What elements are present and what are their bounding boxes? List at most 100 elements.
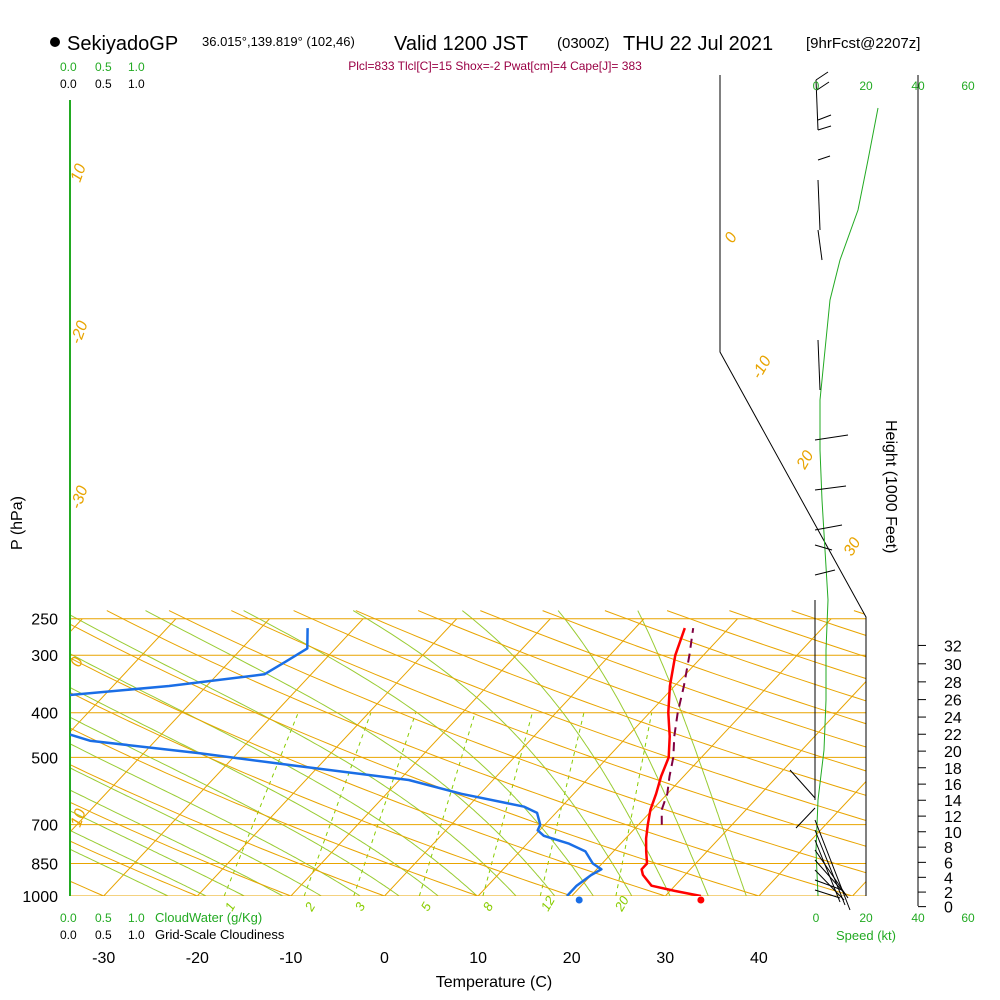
height-tick-label: 10 bbox=[944, 825, 962, 842]
height-tick-label: 18 bbox=[944, 761, 962, 778]
y-axis-title: P (hPa) bbox=[9, 496, 26, 550]
mixing-ratio-line bbox=[353, 712, 417, 896]
dewpoint-profile-line bbox=[70, 628, 603, 896]
station-dot-icon bbox=[50, 37, 60, 47]
pressure-tick-label: 700 bbox=[31, 818, 58, 835]
height-tick-label: 0 bbox=[944, 900, 953, 917]
moist-adiabat bbox=[70, 610, 301, 896]
cloudiness-tick-top: 0.5 bbox=[95, 77, 112, 91]
pressure-axis: 250 300 400 500 700 850 1000 P (hPa) bbox=[9, 496, 58, 906]
valid-time: Valid 1200 JST bbox=[394, 33, 528, 55]
mixing-ratio-line bbox=[303, 712, 372, 896]
cloudiness-tick-bottom: 0.5 bbox=[95, 928, 112, 942]
cloudwater-tick-top: 0.0 bbox=[60, 60, 77, 74]
x-tick-label: 20 bbox=[563, 950, 581, 967]
dry-adiabat-label: -10 bbox=[749, 353, 775, 382]
sounding-profiles bbox=[70, 627, 702, 896]
height-tick-label: 6 bbox=[944, 855, 953, 872]
height-tick-label: 16 bbox=[944, 777, 962, 794]
dry-adiabat bbox=[417, 610, 866, 896]
cloudiness-label: Grid-Scale Cloudiness bbox=[155, 927, 285, 942]
mixing-ratio-label: 2 bbox=[301, 899, 318, 914]
wind-speed-line bbox=[815, 107, 879, 897]
moist-adiabat bbox=[461, 610, 676, 896]
dry-adiabat bbox=[70, 610, 222, 896]
dry-adiabat-label: 0 bbox=[722, 230, 741, 246]
station-coords: 36.015°,139.819° (102,46) bbox=[202, 34, 355, 49]
moist-adiabat bbox=[70, 610, 451, 896]
moist-adiabats bbox=[70, 610, 751, 896]
moist-adiabat bbox=[70, 610, 189, 896]
dry-adiabat bbox=[70, 610, 792, 896]
cloudwater-tick-bottom: 1.0 bbox=[128, 911, 145, 925]
dry-adiabat bbox=[355, 610, 866, 896]
mixing-ratio-line bbox=[223, 712, 299, 896]
dry-adiabat bbox=[70, 610, 507, 896]
moist-adiabat bbox=[70, 610, 339, 896]
dry-adiabat bbox=[480, 610, 866, 896]
cloudwater-tick-top: 0.5 bbox=[95, 60, 112, 74]
dry-adiabat bbox=[0, 611, 32, 906]
dry-adiabat bbox=[70, 610, 697, 896]
isobars bbox=[70, 618, 866, 896]
dry-adiabat bbox=[106, 610, 866, 896]
dry-adiabat bbox=[542, 610, 866, 896]
mixing-ratio-label: 3 bbox=[352, 899, 369, 913]
dry-adiabat-label: 30 bbox=[841, 535, 865, 559]
surface-markers bbox=[575, 896, 705, 904]
moist-adiabat bbox=[70, 610, 526, 896]
dry-adiabat bbox=[604, 610, 866, 896]
cloudiness-tick-bottom: 0.0 bbox=[60, 928, 77, 942]
dry-adiabat bbox=[168, 610, 866, 896]
x-axis-title: Temperature (C) bbox=[436, 974, 552, 991]
station-name: SekiyadoGP bbox=[67, 33, 178, 55]
dry-adiabat-label: 10 bbox=[68, 807, 90, 830]
speed-tick-top: 40 bbox=[911, 79, 925, 93]
x-axis: -30 -20 -10 0 10 20 30 40 Temperature (C) bbox=[92, 950, 768, 991]
mixing-ratio-lines bbox=[223, 712, 653, 896]
mixing-ratio-label: 8 bbox=[480, 899, 497, 913]
speed-tick-bottom: 0 bbox=[813, 911, 820, 925]
speed-tick-bottom: 20 bbox=[859, 911, 873, 925]
moist-adiabat bbox=[637, 610, 751, 896]
moist-adiabat bbox=[352, 610, 638, 896]
dry-adiabats bbox=[0, 610, 866, 906]
cloudiness-tick-bottom: 1.0 bbox=[128, 928, 145, 942]
cloudwater-tick-top: 1.0 bbox=[128, 60, 145, 74]
moist-adiabat bbox=[70, 610, 376, 896]
moist-adiabat bbox=[70, 610, 226, 896]
moist-adiabat bbox=[70, 610, 264, 896]
x-tick-label: 40 bbox=[750, 950, 768, 967]
pressure-tick-label: 1000 bbox=[22, 889, 58, 906]
pressure-tick-label: 500 bbox=[31, 750, 58, 767]
parcel-profile-line bbox=[660, 627, 695, 825]
pressure-tick-label: 400 bbox=[31, 706, 58, 723]
x-tick-label: -30 bbox=[92, 950, 115, 967]
cloudiness-tick-top: 0.0 bbox=[60, 77, 77, 91]
mixing-ratio-line bbox=[615, 712, 653, 896]
cloudwater-label: CloudWater (g/Kg) bbox=[155, 910, 262, 925]
x-tick-label: 0 bbox=[380, 950, 389, 967]
temperature-profile-line bbox=[640, 627, 702, 896]
wind-panel bbox=[789, 71, 879, 911]
dry-adiabat bbox=[70, 610, 412, 896]
dry-adiabat bbox=[231, 610, 866, 896]
height-tick-label: 28 bbox=[944, 675, 962, 692]
isotherm-line bbox=[852, 618, 866, 896]
wind-barbs bbox=[789, 71, 851, 911]
height-axis-title: Height (1000 Feet) bbox=[882, 420, 899, 553]
dry-adiabat bbox=[853, 610, 866, 896]
moist-adiabat bbox=[145, 610, 563, 896]
dry-adiabat bbox=[70, 610, 317, 896]
x-tick-label: -10 bbox=[279, 950, 302, 967]
speed-label: Speed (kt) bbox=[836, 928, 896, 943]
isotherm-line bbox=[70, 618, 177, 896]
dry-adiabat-label: -30 bbox=[68, 484, 92, 512]
mixing-ratio-label: 20 bbox=[611, 893, 632, 915]
mixing-ratio-line bbox=[539, 712, 585, 896]
valid-date: THU 22 Jul 2021 bbox=[623, 33, 773, 55]
background-lines bbox=[0, 610, 866, 906]
moist-adiabat bbox=[70, 610, 489, 896]
